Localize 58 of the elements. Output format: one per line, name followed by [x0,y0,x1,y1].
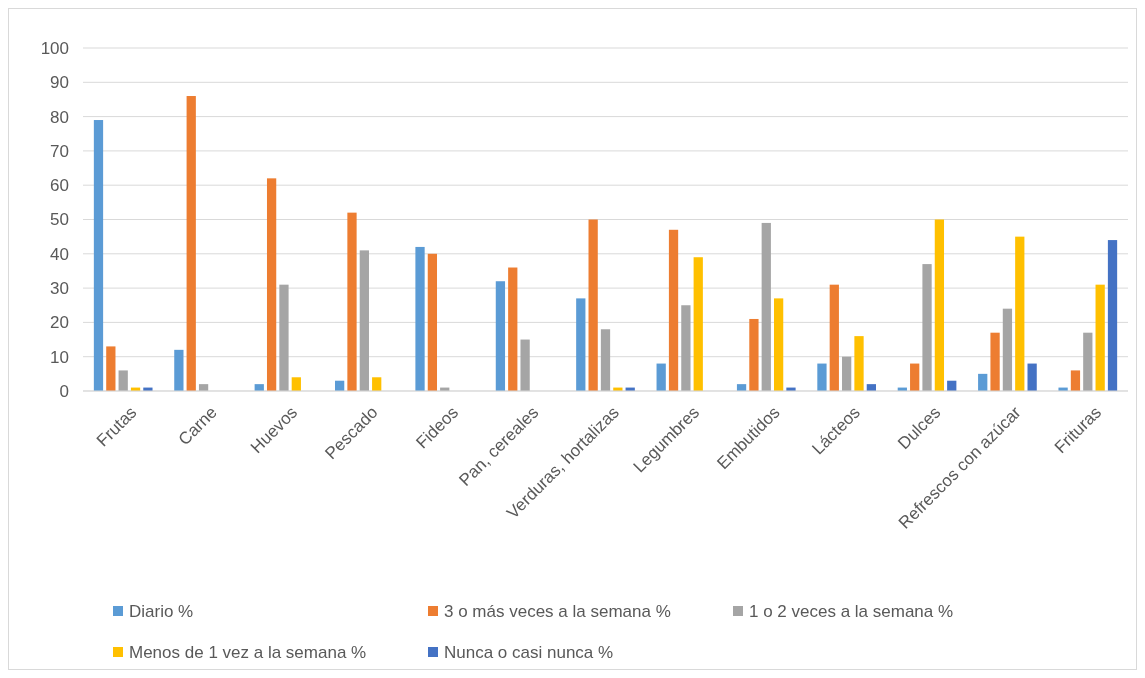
bar [829,284,839,391]
y-tick-label: 100 [40,38,69,58]
bar [761,222,771,391]
bar [520,339,530,391]
bar [854,336,864,391]
y-tick-label: 40 [50,244,69,264]
bar [668,229,679,391]
bar [934,219,945,391]
bar [427,253,438,391]
legend-label: 1 o 2 veces a la semana % [749,601,954,621]
bar [1083,332,1093,391]
bar [174,349,184,391]
bar [1107,240,1118,391]
bar [693,257,703,391]
bar [279,284,289,391]
bar [347,212,357,391]
y-tick-label: 20 [50,313,69,333]
y-tick-label: 10 [50,347,69,367]
bar [600,329,611,391]
bar [922,264,932,391]
bar [1027,363,1037,391]
y-tick-label: 30 [50,279,69,299]
legend-label: Diario % [129,601,194,621]
bar [1002,308,1013,391]
bar [508,267,518,391]
legend-label: 3 o más veces a la semana % [444,601,671,621]
bar [495,281,506,391]
bar [749,318,759,391]
bar [1015,236,1025,391]
bar [1095,284,1105,391]
y-tick-label: 50 [50,210,69,230]
bar [1070,370,1081,391]
y-tick-label: 60 [50,176,69,196]
bar [978,373,988,391]
bar [93,120,104,391]
bar [576,298,586,391]
y-tick-label: 70 [50,141,69,161]
y-tick-label: 80 [50,107,69,127]
bar [359,250,369,391]
bar [910,363,920,391]
bar [291,377,301,391]
bar [266,178,277,391]
bar [118,370,128,391]
y-tick-label: 0 [59,381,69,401]
bar [372,377,382,391]
legend-label: Nunca o casi nunca % [444,642,614,662]
bar [842,356,852,391]
bar [588,219,598,391]
bar [415,246,425,391]
bar [773,298,784,391]
bar [106,346,116,391]
bar [817,363,827,391]
y-tick-label: 90 [50,73,69,93]
legend-label: Menos de 1 vez a la semana % [129,642,367,662]
bar [186,96,196,391]
bar [990,332,1000,391]
bar [681,305,691,391]
bar [656,363,666,391]
